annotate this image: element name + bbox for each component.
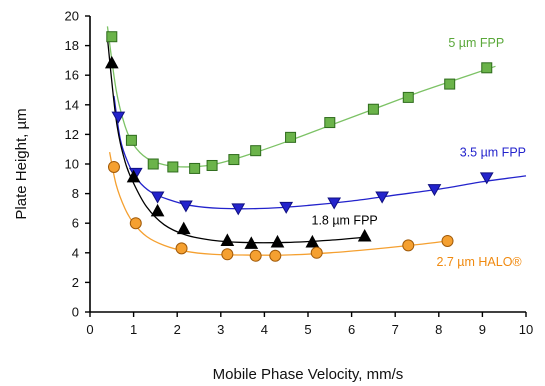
data-point (104, 55, 119, 69)
x-tick-label: 1 (130, 322, 137, 337)
x-tick-label: 3 (217, 322, 224, 337)
fit-curve-3 (108, 152, 448, 256)
data-markers (104, 31, 494, 262)
data-point (285, 131, 297, 143)
data-point (270, 234, 285, 248)
data-point (327, 197, 342, 210)
data-point (125, 134, 137, 146)
data-point (441, 234, 454, 247)
y-tick-label: 18 (65, 38, 79, 53)
y-tick-label: 12 (65, 127, 79, 142)
data-point (375, 191, 389, 204)
data-point (129, 217, 142, 230)
y-tick-label: 2 (72, 275, 79, 290)
fit-curve-2 (106, 38, 365, 244)
data-point (231, 203, 246, 216)
data-point (479, 172, 494, 185)
x-tick-label: 5 (304, 322, 311, 337)
y-tick-label: 4 (72, 245, 79, 260)
series-label-2: 1.8 µm FPP (312, 214, 378, 228)
data-point (189, 162, 201, 174)
series-label-3: 2.7 µm HALO® (436, 255, 522, 269)
data-point (167, 161, 179, 173)
series-label-0: 5 µm FPP (448, 36, 504, 50)
y-tick-label: 16 (65, 68, 79, 83)
x-tick-label: 9 (479, 322, 486, 337)
data-point (269, 249, 282, 262)
data-point (176, 221, 191, 235)
data-point (220, 233, 235, 246)
data-point (126, 169, 141, 183)
data-point (249, 249, 262, 262)
y-tick-label: 20 (65, 9, 79, 24)
data-point (250, 145, 262, 157)
y-tick-label: 6 (72, 216, 79, 231)
data-point (150, 191, 165, 204)
data-point (279, 201, 294, 214)
y-tick-label: 10 (65, 157, 79, 172)
y-axis-title: Plate Height, µm (13, 108, 30, 219)
x-tick-label: 8 (435, 322, 442, 337)
data-point (228, 154, 240, 166)
series-labels: 5 µm FPP 3.5 µm FPP 1.8 µm FPP 2.7 µm HALO® (312, 36, 526, 269)
y-tick-label: 14 (65, 97, 79, 112)
data-point (111, 111, 126, 124)
data-point (107, 160, 120, 173)
data-point (206, 159, 218, 171)
y-tick-label: 8 (72, 186, 79, 201)
series-label-1: 3.5 µm FPP (460, 146, 526, 160)
data-point (106, 31, 118, 43)
data-point (305, 234, 320, 248)
data-point (310, 246, 323, 259)
data-point (427, 184, 442, 197)
x-tick-label: 0 (86, 322, 93, 337)
y-tick-label: 0 (72, 305, 79, 320)
x-tick-label: 2 (174, 322, 181, 337)
x-tick-label: 7 (392, 322, 399, 337)
x-axis-title: Mobile Phase Velocity, mm/s (213, 366, 404, 383)
data-point (324, 117, 336, 129)
data-point (367, 103, 379, 115)
data-point (175, 242, 188, 255)
data-point (357, 228, 372, 242)
data-point (481, 62, 493, 74)
data-point (402, 239, 415, 252)
fit-curve-0 (106, 26, 496, 168)
data-point (150, 203, 165, 217)
x-tick-label: 10 (519, 322, 533, 337)
data-point (221, 248, 234, 261)
data-point (179, 200, 193, 213)
data-point (244, 236, 259, 249)
x-tick-label: 4 (261, 322, 268, 337)
data-point (444, 78, 456, 90)
data-point (402, 91, 414, 103)
x-tick-label: 6 (348, 322, 355, 337)
data-point (147, 158, 159, 170)
